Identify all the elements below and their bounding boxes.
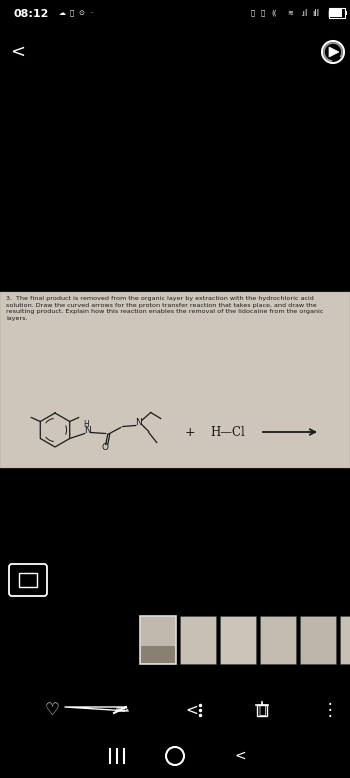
Text: <: < (186, 703, 198, 717)
FancyBboxPatch shape (300, 616, 336, 664)
Text: ıll: ıll (313, 9, 320, 17)
FancyBboxPatch shape (340, 616, 350, 664)
Polygon shape (329, 47, 339, 57)
Text: N: N (135, 418, 142, 427)
Text: ⊙: ⊙ (78, 10, 84, 16)
Text: ((: (( (271, 10, 277, 16)
Text: ≋: ≋ (287, 10, 293, 16)
Text: .ıl: .ıl (300, 9, 308, 17)
Text: ✏: ✏ (116, 703, 128, 717)
Text: H: H (83, 420, 89, 429)
FancyBboxPatch shape (345, 11, 347, 15)
Text: ♡: ♡ (44, 701, 60, 719)
Text: +: + (185, 426, 195, 439)
Text: H—Cl: H—Cl (211, 426, 245, 439)
FancyBboxPatch shape (141, 647, 175, 663)
FancyBboxPatch shape (220, 616, 256, 664)
Text: 🗑: 🗑 (258, 703, 266, 717)
Text: ▮: ▮ (328, 9, 332, 17)
Text: 🔒: 🔒 (251, 9, 255, 16)
FancyBboxPatch shape (140, 616, 176, 664)
FancyBboxPatch shape (0, 292, 350, 468)
Text: <: < (234, 749, 246, 763)
Text: O: O (101, 443, 108, 452)
Text: 📷: 📷 (261, 9, 265, 16)
Text: ⋮: ⋮ (322, 701, 338, 719)
FancyBboxPatch shape (260, 616, 296, 664)
Text: ☁: ☁ (58, 10, 65, 16)
Text: ·: · (90, 10, 92, 16)
Text: <: < (10, 43, 25, 61)
FancyBboxPatch shape (180, 616, 216, 664)
Text: 💬: 💬 (70, 9, 74, 16)
Text: N: N (84, 426, 91, 435)
Text: 3.  The final product is removed from the organic layer by extraction with the h: 3. The final product is removed from the… (6, 296, 323, 321)
Text: 08:12: 08:12 (14, 9, 49, 19)
FancyBboxPatch shape (330, 9, 342, 17)
